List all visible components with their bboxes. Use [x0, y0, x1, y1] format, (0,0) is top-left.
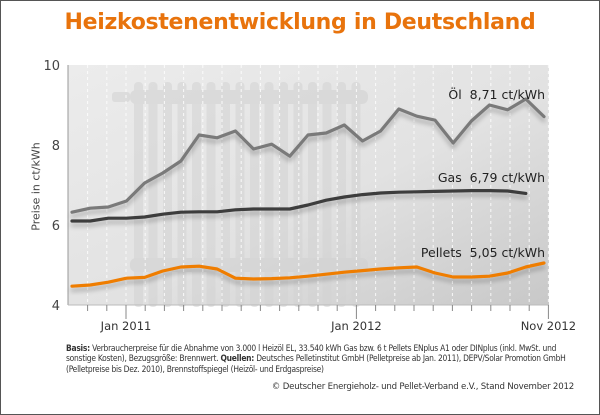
y-ticks: 4 6 8 10 [43, 59, 60, 314]
series-line-pellets [70, 261, 546, 288]
radiator-fin [250, 82, 259, 307]
radiator-illustration [112, 82, 368, 307]
series-line-l [70, 97, 546, 214]
radiator-fin [177, 82, 187, 307]
series-label: Öl 8,71 ct/kWh [448, 86, 545, 102]
line-chart: 4 6 8 10 Öl 8,71 ct/kWh Gas 6,79 ct/kWh Pelle… [43, 59, 576, 333]
chart-title: Heizkostenentwicklung in Deutschland [64, 10, 536, 35]
radiator-fin [322, 82, 332, 307]
footnote: Basis: Verbraucherpreise für die Abnahme… [66, 343, 586, 374]
series-line-gas [70, 189, 528, 223]
y-tick-label: 8 [52, 139, 60, 154]
radiator-pipe [130, 258, 368, 272]
y-tick-label: 6 [52, 219, 60, 234]
series-label: Pellets 5,05 ct/kWh [421, 245, 545, 260]
series-lines [70, 97, 546, 288]
basis-text: Verbraucherpreise für die Abnahme von 3.… [66, 343, 557, 364]
series-labels: Öl 8,71 ct/kWh Gas 6,79 ct/kWh Pellets 5,0… [421, 86, 545, 260]
radiator-pipe [130, 90, 368, 104]
radiator-fin [293, 82, 303, 307]
y-tick-label: 10 [43, 59, 60, 74]
radiator-valve [112, 92, 130, 102]
radiator-fin [163, 82, 172, 307]
y-tick-label: 4 [52, 299, 60, 314]
radiator-fin [279, 82, 288, 307]
grid-lines [87, 65, 549, 305]
x-tick-label: Jan 2011 [100, 319, 152, 333]
radiator-fin [192, 82, 201, 307]
radiator-fin [206, 82, 216, 307]
sources-label: Quellen: [220, 353, 255, 364]
radiator-fin [235, 82, 245, 307]
radiator-fin [337, 82, 346, 307]
radiator-fin [264, 82, 274, 307]
x-tick-labels: Jan 2011 Jan 2012 Nov 2012 [100, 319, 576, 333]
x-ticks [87, 305, 549, 319]
sources-text: Deutsches Pelletinstitut GmbH (Pelletpre… [66, 353, 566, 374]
basis-label: Basis: [66, 343, 90, 353]
radiator-fin [148, 82, 158, 307]
y-axis-label: Preise in ct/kWh [29, 142, 43, 231]
radiator-fin [221, 82, 230, 307]
series-label: Gas 6,79 ct/kWh [438, 170, 545, 185]
copyright-credit: © Deutscher Energieholz- und Pellet-Verb… [271, 382, 574, 392]
x-tick-label: Jan 2012 [330, 319, 382, 333]
radiator-fin [134, 82, 143, 307]
x-tick-label: Nov 2012 [521, 319, 576, 333]
radiator-fin [308, 82, 317, 307]
